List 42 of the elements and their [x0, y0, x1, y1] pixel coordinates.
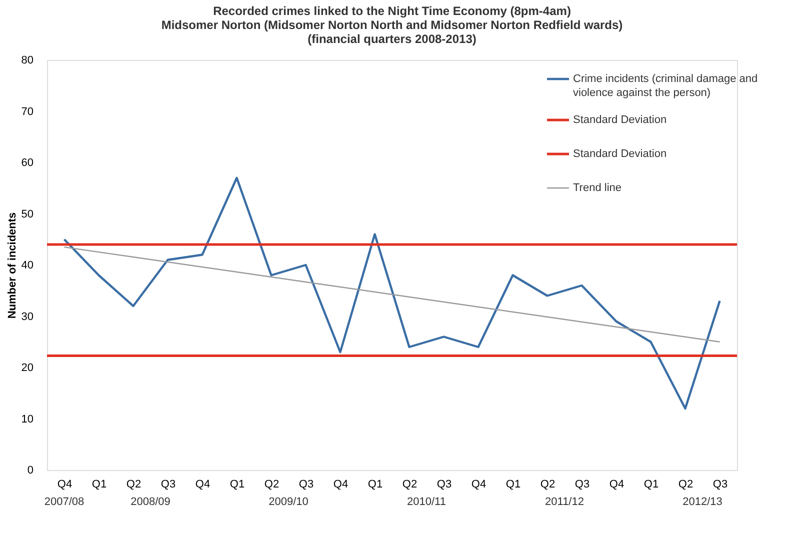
x-tick-label: Q4: [333, 478, 348, 490]
y-tick-label: 0: [27, 464, 34, 476]
text: 2010/11: [407, 496, 446, 508]
x-tick-label: Q2: [264, 478, 280, 490]
y-tick-label: 20: [21, 362, 34, 374]
text: 2011/12: [545, 496, 584, 508]
x-tick-label: Q4: [471, 478, 486, 490]
x-tick-label: Q2: [540, 478, 556, 490]
x-tick-label: Q4: [609, 478, 624, 490]
y-tick-label: 10: [21, 413, 34, 426]
x-tick-label: Q3: [574, 478, 590, 490]
y-axis-title: Number of incidents: [6, 212, 18, 319]
x-tick-label: Q3: [436, 478, 452, 490]
x-tick-label: Q2: [402, 478, 418, 490]
x-tick-label: Q1: [368, 478, 383, 490]
x-tick-label: Q2: [678, 478, 694, 490]
x-tick-label: Q1: [644, 478, 659, 490]
text: 2008/09: [130, 496, 170, 508]
x-tick-label: Q3: [160, 478, 176, 490]
x-tick-label: Q2: [126, 478, 142, 490]
x-tick-label: Q3: [712, 478, 728, 490]
x-tick-label: Q4: [57, 478, 72, 490]
legend-label: Crime incidents (criminal damage and violence against the person): [573, 73, 758, 99]
x-tick-label: Q3: [298, 478, 314, 490]
legend-label: Trend line: [573, 182, 622, 194]
legend-label: Standard Deviation: [573, 148, 667, 160]
text: 2009/10: [268, 496, 308, 508]
y-tick-label: 40: [21, 260, 34, 272]
y-tick-label: 30: [21, 310, 34, 323]
chart-title: Recorded crimes linked to the Night Time Economy (8pm-4am) Midsomer Norton (Midsomer Norton North and Midsomer Norton Redfield wards) (financial quarters 2008-2013): [161, 4, 623, 46]
y-tick-label: 60: [21, 157, 34, 169]
text: 2007/08: [44, 496, 84, 508]
text: 2012/13: [682, 496, 722, 508]
line-series: [63, 176, 721, 410]
y-tick-label: 80: [21, 54, 34, 66]
y-tick-label: 50: [21, 208, 34, 220]
legend-label: Standard Deviation: [573, 114, 667, 126]
x-tick-label: Q1: [506, 478, 521, 490]
x-tick-label: Q1: [230, 478, 245, 490]
y-tick-label: 70: [21, 106, 34, 118]
x-tick-label: Q1: [92, 478, 107, 490]
x-tick-label: Q4: [195, 478, 210, 490]
